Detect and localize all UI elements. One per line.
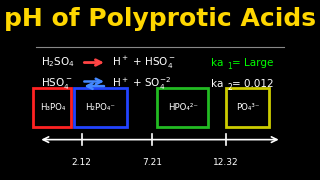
Text: PO₄³⁻: PO₄³⁻ — [236, 103, 259, 112]
Text: = 0.012: = 0.012 — [232, 79, 274, 89]
Text: H$_2$SO$_4$: H$_2$SO$_4$ — [41, 56, 75, 69]
Text: = Large: = Large — [232, 58, 274, 68]
Text: 1: 1 — [227, 62, 232, 71]
Text: H$^+$ + HSO$_4^-$: H$^+$ + HSO$_4^-$ — [112, 55, 176, 71]
Text: H₃PO₄: H₃PO₄ — [40, 103, 65, 112]
Text: 2: 2 — [227, 83, 232, 92]
Text: 12.32: 12.32 — [213, 158, 239, 167]
Text: ka: ka — [211, 58, 223, 68]
Text: ka: ka — [211, 79, 223, 89]
Text: HPO₄²⁻: HPO₄²⁻ — [168, 103, 198, 112]
Text: 2.12: 2.12 — [72, 158, 92, 167]
Text: pH of Polyprotic Acids: pH of Polyprotic Acids — [4, 7, 316, 31]
Text: 7.21: 7.21 — [142, 158, 163, 167]
Text: H₂PO₄⁻: H₂PO₄⁻ — [85, 103, 116, 112]
Text: HSO$_4^-$: HSO$_4^-$ — [41, 76, 72, 91]
Text: H$^+$ + SO$_4^{-2}$: H$^+$ + SO$_4^{-2}$ — [112, 75, 171, 92]
